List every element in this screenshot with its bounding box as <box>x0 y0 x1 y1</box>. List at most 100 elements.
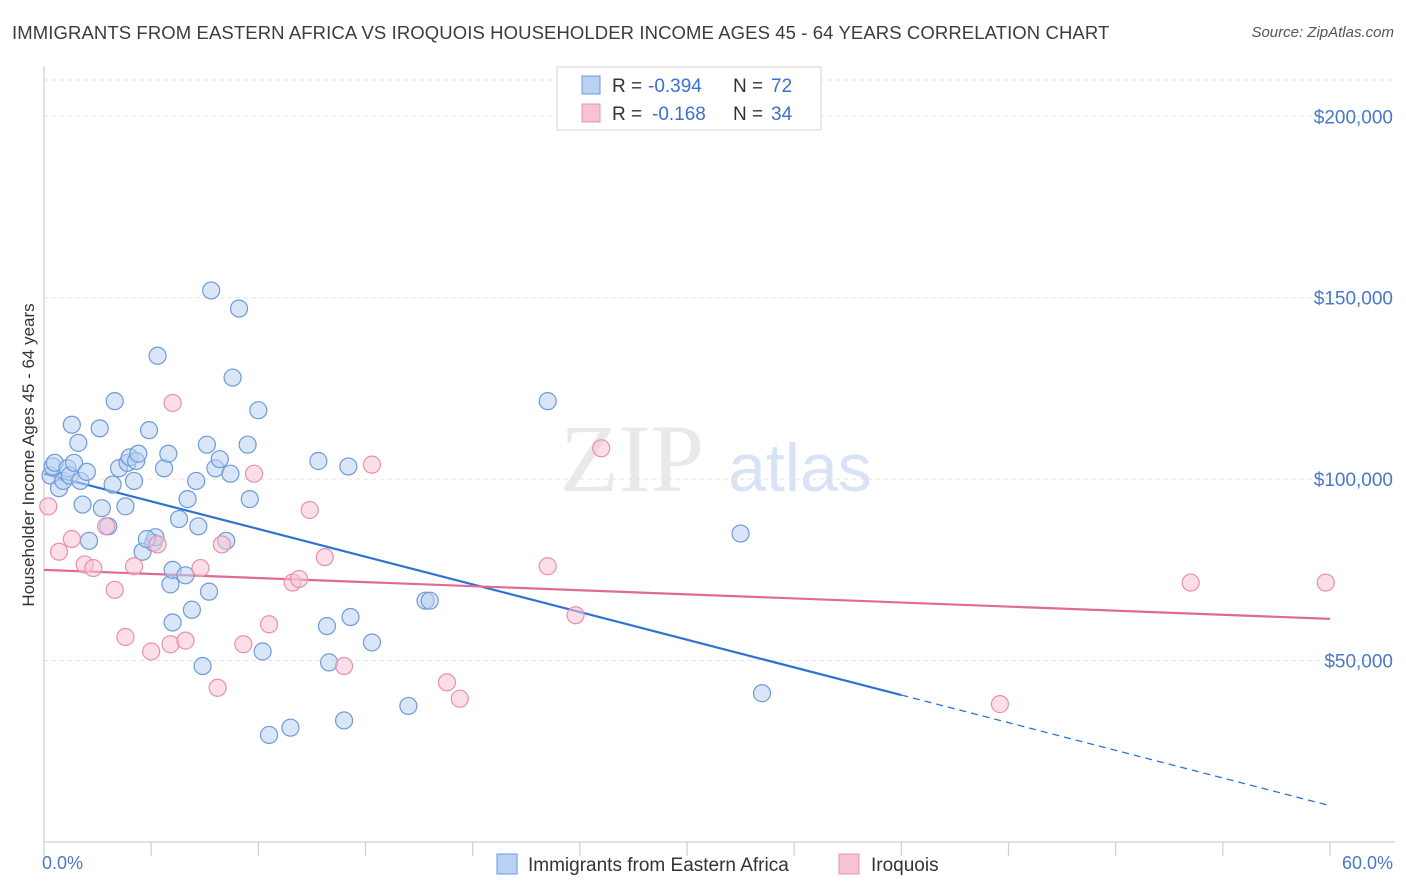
stats-legend: R = -0.394 N = 72 R = -0.168 N = 34 <box>556 66 822 131</box>
point-iroquois <box>84 558 103 578</box>
point-iroquois <box>208 678 227 697</box>
x-tick-label: 0.0% <box>42 853 83 873</box>
point-eastern-africa <box>73 495 92 514</box>
point-eastern-africa <box>731 524 750 543</box>
data-points <box>39 281 1335 745</box>
point-eastern-africa <box>341 607 360 627</box>
point-eastern-africa <box>420 591 439 610</box>
point-eastern-africa <box>210 450 229 469</box>
point-eastern-africa <box>240 490 259 509</box>
point-eastern-africa <box>752 684 772 703</box>
point-iroquois <box>259 615 279 634</box>
legend-n-label: N = <box>733 76 763 97</box>
point-iroquois <box>148 535 167 554</box>
series-legend-swatch-pink <box>838 853 860 875</box>
axes <box>43 66 1395 856</box>
point-iroquois <box>566 606 585 625</box>
trend-line-iroquois <box>43 568 1331 620</box>
point-iroquois <box>49 542 69 561</box>
legend-r-value: -0.394 <box>648 76 702 97</box>
legend-r-label: R = <box>612 104 642 125</box>
point-iroquois <box>142 642 161 661</box>
point-eastern-africa <box>69 433 88 452</box>
point-iroquois <box>538 557 557 576</box>
point-eastern-africa <box>253 642 272 661</box>
point-eastern-africa <box>362 633 382 652</box>
point-eastern-africa <box>281 718 300 737</box>
point-eastern-africa <box>221 464 240 483</box>
point-eastern-africa <box>223 368 242 387</box>
point-eastern-africa <box>202 281 221 300</box>
point-eastern-africa <box>129 444 148 463</box>
y-tick-label: $150,000 <box>1314 289 1393 310</box>
watermark-atlas: atlas <box>728 430 872 506</box>
point-eastern-africa <box>193 656 212 676</box>
point-eastern-africa <box>79 531 99 550</box>
point-iroquois <box>161 635 180 654</box>
legend-n-value: 72 <box>771 76 792 97</box>
point-eastern-africa <box>309 451 328 471</box>
point-eastern-africa <box>182 600 201 619</box>
point-iroquois <box>97 517 116 536</box>
legend-swatch-pink <box>581 103 601 123</box>
point-eastern-africa <box>238 435 257 454</box>
point-iroquois <box>1181 573 1200 592</box>
legend-r-label: R = <box>612 76 642 97</box>
point-eastern-africa <box>199 582 219 601</box>
point-eastern-africa <box>148 346 167 365</box>
legend-r-value: -0.168 <box>652 104 706 125</box>
series-legend-label: Immigrants from Eastern Africa <box>528 855 789 876</box>
point-iroquois <box>300 500 319 520</box>
point-eastern-africa <box>92 499 111 518</box>
tick-labels: $50,000 $100,000 $150,000 $200,000 0.0% 60.0% <box>42 107 1393 873</box>
point-iroquois <box>234 635 253 654</box>
point-eastern-africa <box>538 392 557 411</box>
point-iroquois <box>176 631 195 650</box>
point-iroquois <box>124 557 144 576</box>
point-eastern-africa <box>77 462 96 481</box>
point-eastern-africa <box>197 435 216 454</box>
point-iroquois <box>315 548 334 567</box>
point-eastern-africa <box>178 490 197 509</box>
point-eastern-africa <box>139 421 159 440</box>
point-eastern-africa <box>339 457 358 476</box>
point-eastern-africa <box>64 453 84 472</box>
grid-lines <box>44 79 1395 662</box>
point-eastern-africa <box>62 415 81 434</box>
y-tick-label: $100,000 <box>1314 470 1393 491</box>
point-eastern-africa <box>319 653 339 672</box>
point-iroquois <box>212 535 231 554</box>
point-eastern-africa <box>229 299 249 318</box>
point-iroquois <box>62 529 81 549</box>
source-credit: Source: ZipAtlas.com <box>1251 24 1394 41</box>
point-iroquois <box>289 569 309 589</box>
point-eastern-africa <box>90 419 109 438</box>
point-iroquois <box>116 627 135 647</box>
point-iroquois <box>105 580 124 599</box>
watermark-zip: ZIP <box>560 405 704 512</box>
point-eastern-africa <box>259 725 279 745</box>
trend-lines <box>43 472 1331 807</box>
point-iroquois <box>191 558 210 578</box>
point-eastern-africa <box>249 401 268 420</box>
y-tick-label: $50,000 <box>1324 652 1393 673</box>
point-eastern-africa <box>163 613 182 632</box>
point-eastern-africa <box>187 471 206 491</box>
point-eastern-africa <box>317 616 337 636</box>
y-tick-label: $200,000 <box>1314 107 1393 128</box>
point-iroquois <box>1316 573 1335 592</box>
legend-n-label: N = <box>733 104 763 125</box>
series-legend-label: Iroquois <box>871 855 939 876</box>
point-eastern-africa <box>189 517 208 536</box>
point-iroquois <box>39 497 58 516</box>
point-iroquois <box>334 656 354 676</box>
point-eastern-africa <box>116 497 135 516</box>
point-iroquois <box>592 439 611 458</box>
series-legend-swatch-blue <box>496 853 518 875</box>
point-iroquois <box>450 689 469 708</box>
x-tick-label: 60.0% <box>1342 853 1393 873</box>
point-eastern-africa <box>103 475 122 494</box>
point-eastern-africa <box>399 696 418 716</box>
legend-swatch-blue <box>581 75 601 95</box>
